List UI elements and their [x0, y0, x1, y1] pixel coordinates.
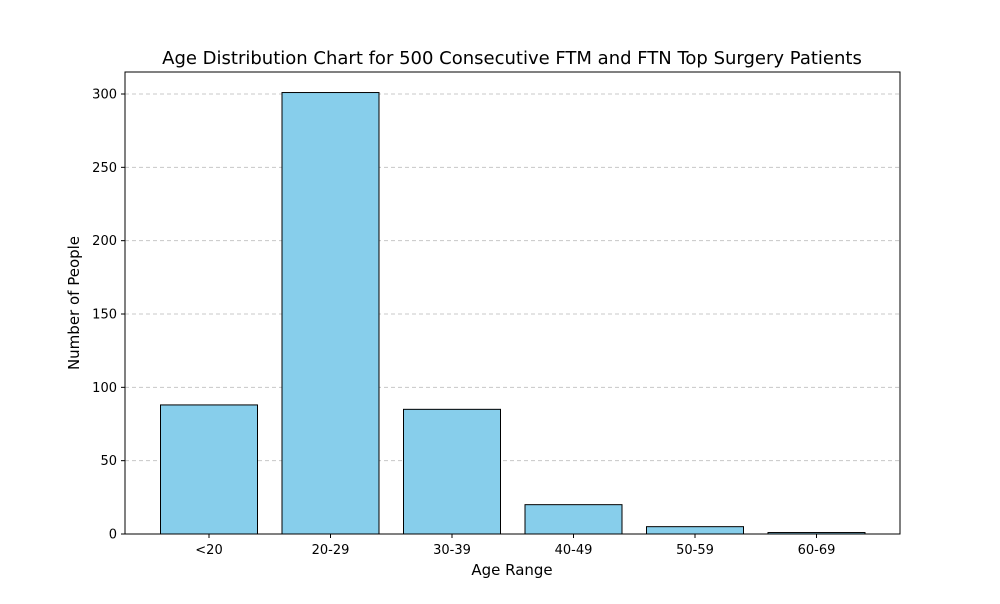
bars	[160, 92, 866, 535]
grid-lines	[125, 93, 900, 462]
y-tick-label: 50	[100, 454, 117, 469]
bar	[646, 526, 744, 535]
y-tick-label: 250	[92, 161, 117, 176]
y-axis-ticks: 0 50 100 150 200 250 300	[92, 88, 125, 543]
plot-area-frame	[124, 71, 901, 535]
x-tick-label: 50-59	[676, 543, 714, 558]
y-tick-label: 100	[92, 381, 117, 396]
y-axis-title: Number of People	[65, 236, 83, 370]
x-tick-label: 30-39	[433, 543, 471, 558]
chart-title: Age Distribution Chart for 500 Consecuti…	[162, 48, 862, 69]
y-tick-label: 0	[109, 528, 117, 543]
x-axis-ticks: <20 20-29 30-39 40-49 50-59 60-69	[195, 534, 835, 558]
x-tick-label: <20	[195, 543, 222, 558]
bar	[403, 408, 501, 535]
x-tick-label: 40-49	[555, 543, 593, 558]
bar	[524, 504, 623, 535]
y-tick-label: 200	[92, 234, 117, 249]
bar	[160, 404, 258, 535]
x-tick-label: 60-69	[798, 543, 836, 558]
y-tick-label: 150	[92, 308, 117, 323]
x-tick-label: 20-29	[312, 543, 350, 558]
y-tick-label: 300	[92, 88, 117, 103]
bar	[281, 92, 380, 535]
x-axis-title: Age Range	[471, 561, 552, 579]
